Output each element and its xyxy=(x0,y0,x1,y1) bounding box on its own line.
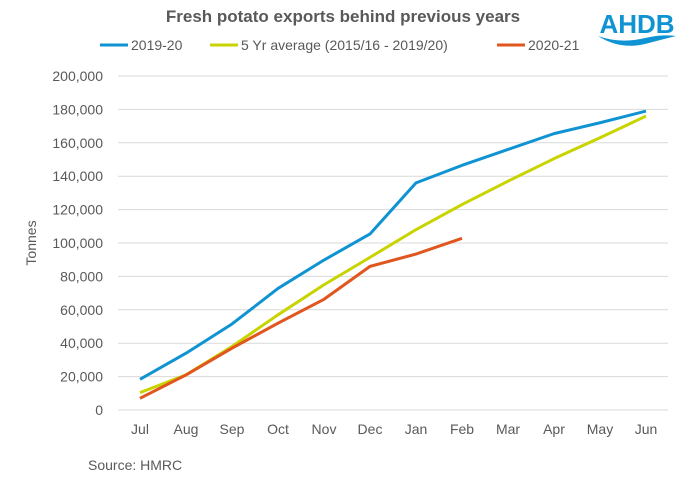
y-tick-labels: 0 20,000 40,000 60,000 80,000 100,000 120,000 1… xyxy=(52,68,103,418)
series-line-0 xyxy=(139,109,647,381)
legend: 2019-20 5 Yr average (2015/16 - 2019/20) 2… xyxy=(100,37,580,53)
y-tick-label: 40,000 xyxy=(60,335,103,351)
x-tick-label: Oct xyxy=(267,421,289,437)
logo-swoosh xyxy=(598,35,676,46)
x-tick-label: Jun xyxy=(635,421,658,437)
y-tick-label: 140,000 xyxy=(52,168,103,184)
y-axis-label: Tonnes xyxy=(23,220,39,265)
y-tick-label: 0 xyxy=(95,402,103,418)
ahdb-logo: AHDB xyxy=(598,9,676,46)
series-lines xyxy=(139,109,647,400)
gridlines xyxy=(118,75,668,411)
x-tick-label: Jul xyxy=(131,421,149,437)
x-tick-label: Apr xyxy=(543,421,565,437)
y-tick-label: 180,000 xyxy=(52,101,103,117)
y-tick-label: 200,000 xyxy=(52,68,103,84)
x-tick-label: Nov xyxy=(312,421,337,437)
x-tick-label: Aug xyxy=(174,421,199,437)
y-tick-label: 80,000 xyxy=(60,268,103,284)
series-line-1 xyxy=(139,114,647,395)
y-tick-label: 160,000 xyxy=(52,135,103,151)
chart-title: Fresh potato exports behind previous yea… xyxy=(166,7,520,26)
logo-text: AHDB xyxy=(599,9,674,39)
x-tick-label: Jan xyxy=(405,421,428,437)
x-tick-label: Mar xyxy=(496,421,520,437)
series-line-2 xyxy=(139,236,463,400)
y-tick-label: 60,000 xyxy=(60,302,103,318)
source-note: Source: HMRC xyxy=(88,457,182,473)
x-tick-label: Dec xyxy=(358,421,383,437)
x-tick-labels: Jul Aug Sep Oct Nov Dec Jan Feb Mar Apr May Jun xyxy=(131,421,657,437)
legend-label: 5 Yr average (2015/16 - 2019/20) xyxy=(241,37,448,53)
legend-label: 2020-21 xyxy=(528,37,580,53)
x-tick-label: Feb xyxy=(450,421,474,437)
y-tick-label: 100,000 xyxy=(52,235,103,251)
x-tick-label: May xyxy=(587,421,613,437)
x-tick-label: Sep xyxy=(220,421,245,437)
legend-label: 2019-20 xyxy=(131,37,183,53)
y-tick-label: 20,000 xyxy=(60,369,103,385)
y-tick-label: 120,000 xyxy=(52,202,103,218)
